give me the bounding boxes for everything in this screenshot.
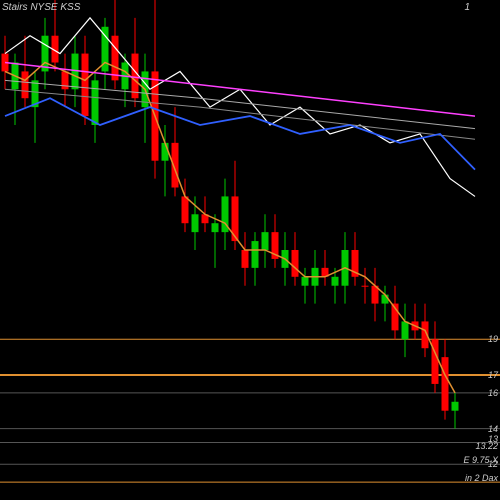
candle-body (302, 277, 309, 286)
annotation: in 2 Dax (465, 473, 498, 483)
candle-body (442, 357, 449, 411)
chart-svg (0, 0, 500, 500)
candle-body (112, 36, 119, 81)
candle-body (82, 54, 89, 116)
candle-body (362, 286, 369, 287)
candle-body (162, 143, 169, 161)
price-label: 14 (488, 424, 498, 434)
stock-chart: Stairs NYSE KSS 1 191716141313.2212E 9.7… (0, 0, 500, 500)
candle-body (402, 321, 409, 339)
candle-body (92, 80, 99, 125)
annotation: E 9.75 X (463, 455, 498, 465)
candle-body (292, 250, 299, 277)
candle-body (332, 277, 339, 286)
candle-body (62, 71, 69, 89)
candle-body (212, 223, 219, 232)
chart-title-right: 1 (464, 2, 470, 13)
price-label: 17 (488, 370, 498, 380)
chart-title-left: Stairs NYSE KSS (2, 2, 80, 13)
price-label: 19 (488, 334, 498, 344)
candle-body (242, 250, 249, 268)
candle-body (192, 214, 199, 232)
candle-body (22, 71, 29, 98)
candle-body (182, 196, 189, 223)
candle-body (452, 402, 459, 411)
candle-body (262, 232, 269, 250)
price-label: 16 (488, 388, 498, 398)
price-label: 13.22 (475, 441, 498, 451)
candle-body (252, 241, 259, 268)
candle-body (132, 54, 139, 99)
